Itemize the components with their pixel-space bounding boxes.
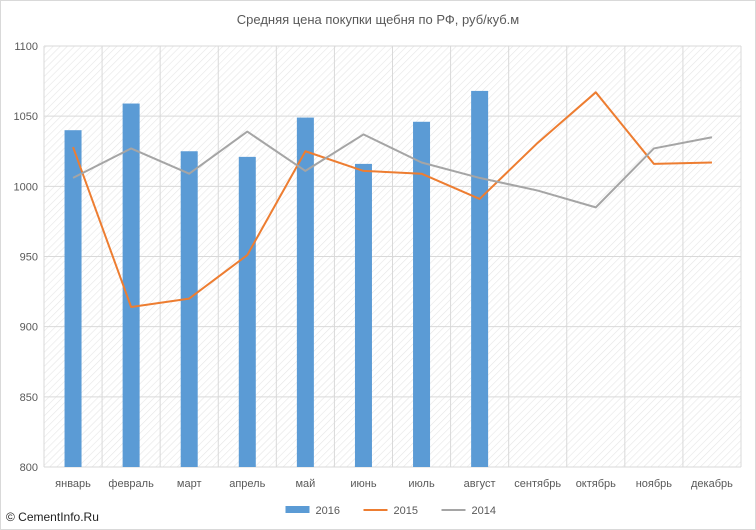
x-tick-label: декабрь	[691, 478, 733, 490]
watermark: © CementInfo.Ru	[6, 510, 99, 524]
y-tick-label: 1100	[14, 41, 38, 53]
bar-2016-январь	[64, 130, 82, 467]
x-tick-label: август	[464, 478, 496, 490]
bar-series-2016	[64, 90, 489, 467]
chart-title: Средняя цена покупки щебня по РФ, руб/ку…	[236, 12, 520, 27]
bar-2016-март	[180, 151, 198, 467]
y-tick-label: 850	[20, 392, 38, 404]
legend-label-2015: 2015	[394, 505, 418, 517]
legend-label-2016: 2016	[316, 505, 340, 517]
y-tick-label: 900	[20, 322, 38, 334]
bar-2016-июнь	[354, 163, 372, 467]
bar-2016-апрель	[238, 156, 256, 467]
bar-2016-июль	[413, 121, 431, 467]
line-series-2015	[72, 91, 712, 309]
x-tick-label: октябрь	[576, 478, 616, 490]
bar-2016-май	[296, 117, 314, 467]
bar-2016-август	[471, 90, 489, 467]
x-tick-label: май	[295, 478, 315, 490]
bar-2016-февраль	[122, 103, 140, 467]
legend-swatch-2016	[285, 506, 310, 513]
gridlines	[43, 45, 742, 468]
y-tick-label: 950	[20, 252, 38, 264]
y-tick-label: 1050	[14, 111, 38, 123]
x-tick-label: сентябрь	[514, 478, 561, 490]
x-axis: январь февраль март апрель май июнь июль август…	[55, 478, 733, 490]
legend: 2016 2015 2014	[285, 505, 496, 517]
x-tick-label: апрель	[229, 478, 265, 490]
x-tick-label: июль	[408, 478, 435, 490]
line-series-2014	[72, 130, 713, 209]
y-tick-label: 800	[20, 462, 38, 474]
y-tick-label: 1000	[14, 181, 38, 193]
x-tick-label: январь	[55, 478, 91, 490]
legend-label-2014: 2014	[472, 505, 496, 517]
line-series	[72, 91, 713, 309]
x-tick-label: март	[177, 478, 202, 490]
x-tick-label: июнь	[350, 478, 376, 490]
x-tick-label: ноябрь	[636, 478, 673, 490]
y-axis: 800 850 900 950 1000 1050 1100	[14, 41, 38, 474]
x-tick-label: февраль	[108, 478, 154, 490]
